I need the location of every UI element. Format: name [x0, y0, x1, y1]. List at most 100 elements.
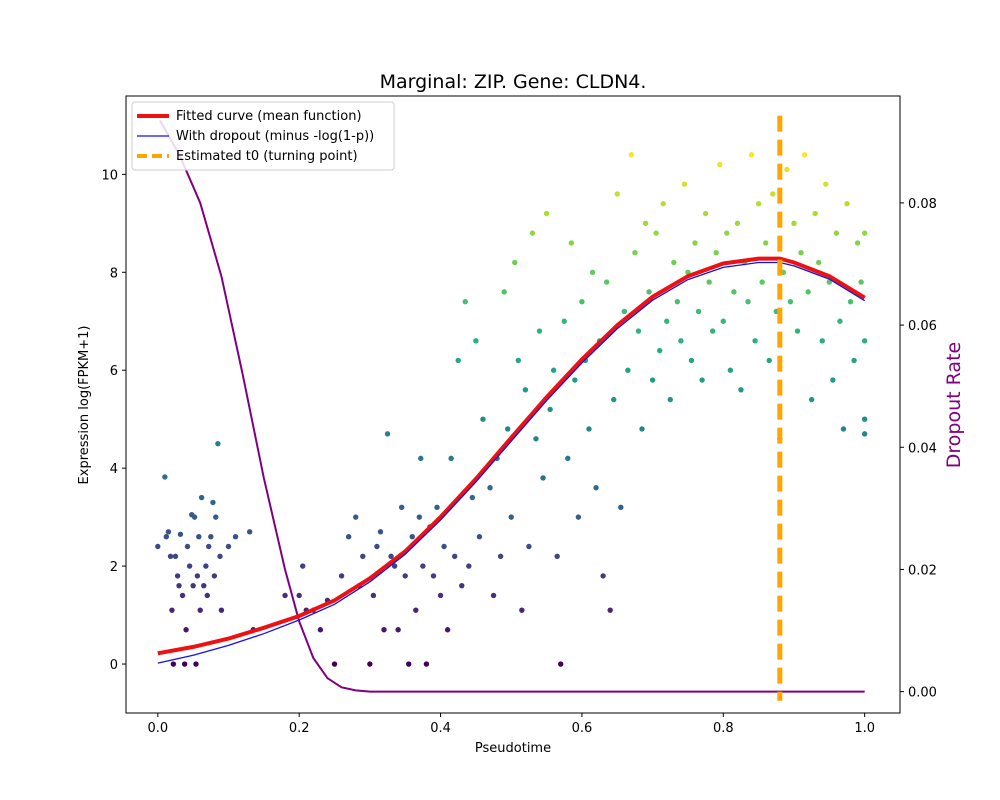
scatter-point [177, 531, 184, 537]
scatter-point [526, 543, 532, 550]
scatter-point [497, 553, 504, 560]
scatter-point [217, 553, 223, 560]
scatter-point [844, 201, 850, 207]
scatter-point [625, 367, 631, 373]
scatter-point [451, 553, 458, 560]
scatter-point [381, 627, 387, 633]
scatter-point [176, 582, 182, 589]
scatter-point [162, 474, 168, 480]
scatter-point [196, 534, 202, 540]
scatter-point [213, 514, 219, 520]
scatter-point [766, 357, 772, 364]
scatter-point [522, 387, 529, 393]
scatter-point [738, 387, 744, 393]
scatter-point [861, 416, 868, 422]
y-tick-label: 2 [110, 560, 118, 575]
scatter-point [155, 543, 161, 550]
y-tick-label: 6 [110, 364, 118, 379]
scatter-point [374, 543, 380, 550]
scatter-point [540, 475, 546, 481]
scatter-point [656, 347, 663, 354]
scatter-point [406, 661, 412, 667]
scatter-point [784, 166, 790, 173]
scatter-point [473, 338, 479, 344]
scatter-point [448, 455, 454, 462]
x-tick-label: 1.0 [854, 721, 875, 736]
scatter-point [646, 289, 652, 295]
y-right-tick-label: 0.04 [908, 441, 937, 456]
y-tick-label: 8 [110, 266, 118, 281]
x-axis-title: Pseudotime [475, 741, 551, 756]
scatter-point [215, 440, 221, 447]
scatter-point [430, 573, 437, 579]
scatter-point [197, 607, 203, 613]
scatter-point [163, 534, 169, 540]
scatter-point [635, 328, 642, 334]
scatter-point [833, 230, 840, 236]
scatter-point [762, 240, 769, 246]
scatter-point [186, 563, 193, 569]
scatter-point [614, 191, 620, 197]
scatter-point [861, 338, 868, 344]
scatter-point [568, 240, 575, 246]
scatter-point [218, 607, 225, 613]
scatter-point [466, 563, 472, 569]
scatter-point [398, 504, 405, 511]
scatter-point [706, 279, 712, 285]
y-right-tick-label: 0.00 [908, 686, 937, 701]
scatter-point [441, 543, 447, 550]
legend: Fitted curve (mean function) With dropou… [131, 101, 395, 171]
scatter-point [717, 161, 723, 168]
scatter-point [208, 534, 214, 540]
scatter-point [621, 308, 628, 315]
scatter-point [579, 298, 585, 305]
y-right-tick-label: 0.08 [908, 197, 937, 212]
scatter-point [727, 367, 734, 373]
x-tick-label: 0.6 [572, 721, 593, 736]
scatter-point [816, 259, 822, 266]
scatter-point [360, 553, 366, 560]
scatter-point [210, 499, 216, 506]
scatter-point [861, 230, 868, 236]
scatter-point [395, 627, 401, 633]
legend-label-fitted: Fitted curve (mean function) [176, 109, 362, 124]
scatter-point [423, 661, 430, 667]
scatter-point [600, 573, 606, 579]
scatter-point [674, 298, 681, 305]
scatter-point [731, 289, 737, 295]
scatter-point [702, 210, 709, 217]
scatter-point [501, 289, 507, 295]
scatter-point [437, 592, 444, 599]
scatter-point [296, 592, 302, 599]
scatter-point [170, 661, 177, 667]
scatter-point [798, 249, 804, 256]
scatter-point [823, 181, 829, 187]
chart-title: Marginal: ZIP. Gene: CLDN4. [380, 71, 647, 93]
scatter-point [755, 201, 762, 207]
scatter-point [561, 318, 567, 324]
scatter-point [391, 563, 398, 569]
scatter-point [487, 485, 493, 491]
scatter-point [300, 563, 306, 569]
scatter-point [543, 210, 550, 217]
y-tick-label: 10 [101, 168, 118, 183]
scatter-point [370, 592, 377, 599]
scatter-point [434, 504, 440, 511]
fitted-curve-line [157, 256, 866, 656]
scatter-point [480, 416, 486, 422]
scatter-point [469, 494, 476, 501]
scatter-point [191, 514, 198, 520]
scatter-point [167, 553, 174, 560]
scatter-point [232, 534, 239, 540]
scatter-point [720, 318, 726, 324]
dropout-curve-line [157, 261, 866, 664]
scatter-point [752, 338, 758, 344]
scatter-point [547, 406, 553, 413]
scatter-point [165, 529, 172, 535]
scatter-point [169, 607, 175, 613]
scatter-point [851, 357, 857, 364]
scatter-point [688, 357, 695, 364]
scatter-point [420, 563, 426, 569]
scatter-point [593, 485, 599, 491]
scatter-point [628, 152, 635, 158]
